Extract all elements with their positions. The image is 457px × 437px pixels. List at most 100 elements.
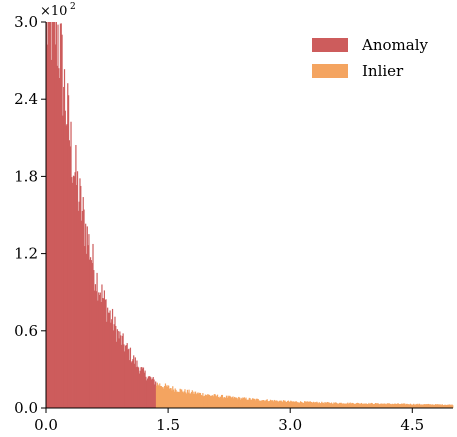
anomaly-bar	[56, 65, 58, 408]
inlier-bar	[447, 404, 449, 408]
anomaly-bar	[119, 331, 121, 408]
inlier-bar	[428, 404, 430, 408]
anomaly-bar	[52, 22, 54, 408]
inlier-bar	[326, 401, 329, 408]
inlier-bar	[387, 403, 389, 408]
anomaly-bar	[68, 140, 70, 408]
inlier-bar	[155, 385, 158, 408]
anomaly-bar	[55, 22, 57, 408]
anomaly-bar	[81, 220, 83, 408]
anomaly-bar	[77, 210, 79, 408]
anomaly-bar	[63, 86, 65, 409]
inlier-bar	[379, 403, 381, 408]
anomaly-bar	[82, 197, 84, 408]
inlier-bar	[287, 400, 289, 408]
anomaly-bar	[98, 292, 100, 408]
anomaly-bar	[58, 68, 60, 408]
anomaly-bar	[86, 226, 88, 408]
anomaly-bar	[129, 360, 131, 408]
inlier-bar	[302, 402, 304, 408]
inlier-bar	[307, 401, 309, 408]
anomaly-bar	[151, 379, 153, 408]
inlier-bar	[370, 402, 372, 408]
inlier-bar	[218, 397, 220, 408]
inlier-bar	[251, 399, 253, 408]
inlier-bar	[429, 404, 431, 408]
inlier-bar	[351, 402, 353, 408]
inlier-bar	[360, 403, 362, 408]
inlier-bar	[348, 403, 351, 408]
anomaly-bar	[101, 284, 103, 408]
inlier-bar	[381, 403, 383, 408]
y-tick-label: 2.4	[14, 90, 38, 108]
inlier-bar	[286, 401, 288, 408]
inlier-bar	[352, 402, 354, 408]
inlier-bar	[234, 397, 237, 408]
inlier-bar	[395, 403, 397, 408]
inlier-bar	[186, 393, 188, 408]
anomaly-bar	[155, 381, 157, 408]
inlier-bar	[312, 401, 315, 408]
inlier-bar	[167, 385, 169, 408]
inlier-bar	[280, 400, 282, 408]
inlier-bar	[164, 383, 167, 408]
inlier-bar	[243, 397, 246, 408]
inlier-bar	[299, 401, 302, 408]
inlier-bar	[255, 400, 257, 408]
inlier-bar	[212, 395, 214, 408]
inlier-bar	[247, 399, 250, 408]
anomaly-bar	[69, 146, 71, 409]
inlier-bar	[410, 404, 412, 408]
inlier-bar	[312, 402, 314, 408]
inlier-bar	[216, 396, 218, 408]
inlier-bar	[371, 403, 373, 408]
inlier-bar	[162, 386, 164, 408]
axes: 0.0 1.5 3.0 4.50.00.61.21.82.43.0×10 2	[14, 2, 453, 434]
inlier-bar	[263, 400, 265, 408]
inlier-bar	[413, 403, 415, 408]
inlier-bar	[220, 396, 222, 408]
inlier-bar	[182, 392, 184, 408]
inlier-bar	[400, 404, 402, 408]
inlier-bar	[404, 403, 406, 408]
inlier-bar	[210, 395, 212, 408]
anomaly-bar	[124, 351, 126, 408]
inlier-bar	[342, 403, 344, 408]
inlier-bar	[204, 394, 206, 408]
inlier-bar	[289, 401, 291, 408]
anomaly-bar	[134, 357, 136, 408]
inlier-bar	[194, 393, 196, 408]
inlier-bar	[269, 399, 272, 408]
inlier-bar	[448, 404, 450, 408]
anomaly-bar	[103, 290, 105, 408]
inlier-bar	[374, 403, 376, 408]
inlier-bar	[450, 405, 452, 408]
inlier-bar	[227, 395, 229, 408]
inlier-bar	[331, 403, 333, 408]
legend-label-inlier: Inlier	[362, 62, 404, 80]
inlier-bar	[383, 403, 385, 408]
inlier-bar	[265, 399, 267, 408]
inlier-bar	[222, 398, 224, 408]
inlier-bar	[216, 394, 219, 408]
anomaly-bar	[95, 291, 97, 408]
inlier-bar	[333, 402, 335, 408]
inlier-bar	[315, 402, 317, 408]
inlier-bar	[362, 403, 364, 408]
anomaly-bar	[139, 370, 141, 408]
inlier-bar	[219, 396, 221, 408]
inlier-bar	[420, 404, 422, 408]
inlier-bar	[260, 400, 262, 408]
inlier-bar	[244, 398, 246, 408]
inlier-bar	[443, 405, 445, 408]
anomaly-bar	[113, 324, 115, 408]
anomaly-bar	[102, 298, 104, 408]
inlier-bar	[209, 395, 211, 408]
anomaly-bar	[146, 378, 149, 408]
inlier-bar	[369, 404, 371, 408]
inlier-bar	[449, 404, 451, 408]
inlier-bar	[345, 403, 347, 408]
inlier-bar	[338, 403, 340, 408]
anomaly-bar	[51, 22, 53, 408]
anomaly-bar	[137, 367, 140, 408]
